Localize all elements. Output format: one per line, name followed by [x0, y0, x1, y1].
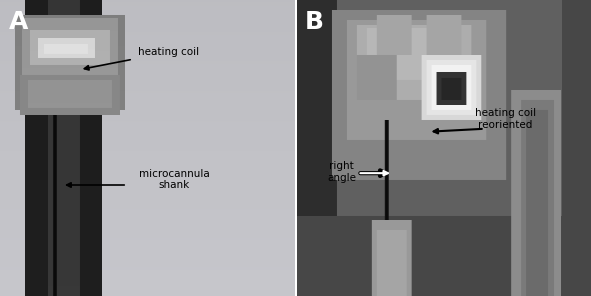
Text: microcannula
shank: microcannula shank — [139, 169, 210, 190]
Text: heating coil
reoriented: heating coil reoriented — [475, 108, 536, 130]
Text: right
angle: right angle — [327, 161, 356, 183]
Text: heating coil: heating coil — [138, 47, 199, 57]
Text: A: A — [9, 10, 28, 34]
Text: B: B — [304, 10, 323, 34]
